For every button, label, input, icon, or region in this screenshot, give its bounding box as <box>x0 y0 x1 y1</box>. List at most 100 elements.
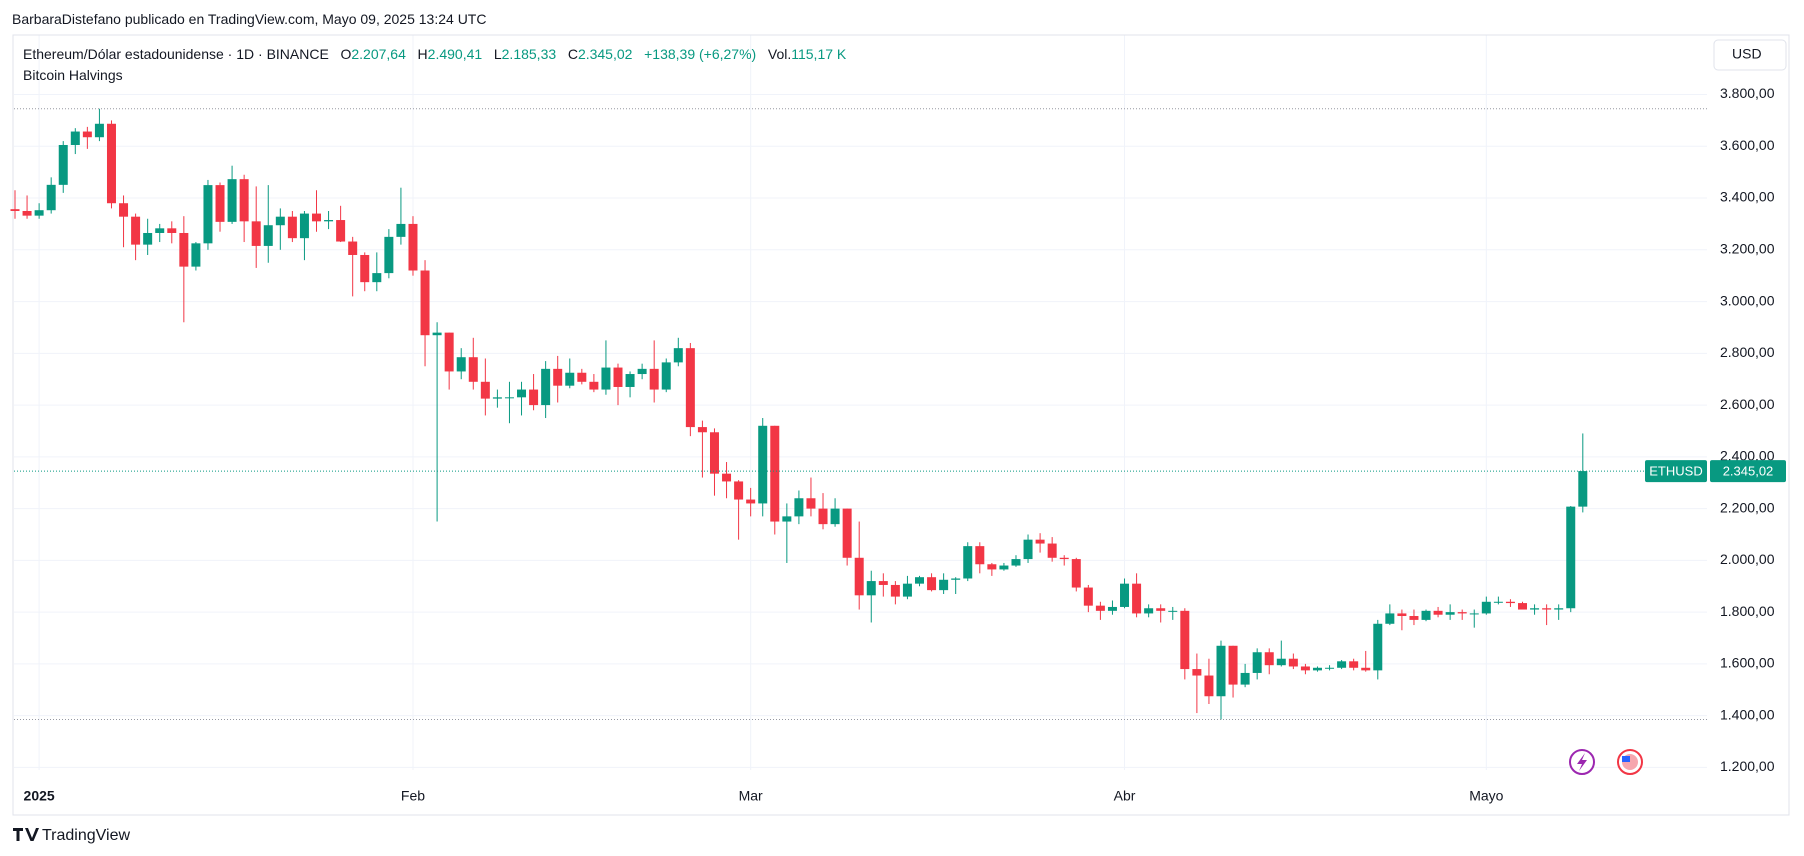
open-label: O <box>340 46 352 62</box>
candle-body <box>1120 583 1130 607</box>
candle-body <box>1156 608 1166 611</box>
candle-body <box>517 389 527 398</box>
candle-body <box>46 184 56 211</box>
candle-body <box>866 581 876 596</box>
candle-body <box>275 216 285 226</box>
candle-body <box>215 185 225 222</box>
candle-body <box>1433 610 1443 615</box>
candle-body <box>890 584 900 597</box>
close-label: C <box>567 46 578 62</box>
candle-body <box>1542 608 1552 610</box>
candle-body <box>336 220 346 242</box>
candle-body <box>842 508 852 558</box>
candle-body <box>1252 652 1262 673</box>
candle-body <box>492 397 502 399</box>
candle-body <box>927 577 937 591</box>
indicator-name: Bitcoin Halvings <box>23 67 123 83</box>
open-value: 2.207,64 <box>351 46 406 62</box>
candle-body <box>1373 623 1383 671</box>
candle-body <box>1216 645 1226 697</box>
candle-body <box>1445 612 1455 615</box>
y-tick-label: 2.800,00 <box>1720 344 1775 360</box>
candle-body <box>179 232 189 267</box>
candle-body <box>1421 610 1431 620</box>
candle-body <box>420 270 430 336</box>
chart-frame <box>12 34 1790 816</box>
candle-body <box>239 179 249 222</box>
candle-body <box>1192 669 1202 676</box>
y-tick-label: 3.800,00 <box>1720 85 1775 101</box>
volume-label: Vol. <box>767 46 792 62</box>
candle-body <box>1059 557 1069 560</box>
candle-body <box>1300 666 1310 671</box>
volume-value: 115,17 K <box>791 46 847 62</box>
candle-body <box>649 368 659 390</box>
candle-body <box>1011 559 1021 566</box>
candle-body <box>1095 605 1105 611</box>
y-tick-label: 3.000,00 <box>1720 292 1775 308</box>
low-label: L <box>493 46 502 62</box>
candle-body <box>637 368 647 375</box>
candle-body <box>1457 612 1467 614</box>
candle-body <box>709 432 719 474</box>
candle-body <box>70 131 80 145</box>
candle-body <box>360 254 370 283</box>
candle-body <box>251 221 261 246</box>
candle-body <box>951 578 961 580</box>
x-tick-label: Feb <box>401 788 425 804</box>
candle-body <box>541 368 551 406</box>
economic-event-icon[interactable] <box>1617 749 1643 775</box>
candle-body <box>553 368 563 386</box>
candle-body <box>1409 616 1419 620</box>
candle-body <box>1566 506 1576 609</box>
candle-body <box>758 425 768 504</box>
candle-body <box>963 546 973 579</box>
candle-body <box>10 209 20 211</box>
currency-button[interactable] <box>1713 39 1787 71</box>
candle-body <box>1518 603 1527 610</box>
candle-body <box>577 372 587 382</box>
candle-body <box>34 210 44 216</box>
candle-body <box>1132 583 1142 614</box>
candle-body <box>22 210 32 216</box>
y-tick-label: 1.400,00 <box>1720 706 1775 722</box>
y-tick-label: 2.000,00 <box>1720 551 1775 567</box>
symbol-tag-label: ETHUSD <box>1649 464 1702 479</box>
candle-body <box>1180 610 1190 670</box>
attribution: BarbaraDistefano publicado en TradingVie… <box>12 11 487 27</box>
candle-body <box>1276 658 1286 666</box>
candle-body <box>58 144 68 185</box>
candle-body <box>312 213 321 222</box>
candle-body <box>480 381 490 399</box>
candle-body <box>1505 601 1515 604</box>
candle-body <box>227 179 237 222</box>
candle-body <box>287 216 297 239</box>
candle-body <box>1204 675 1214 697</box>
close-value: 2.345,02 <box>577 46 633 62</box>
candle-body <box>1530 608 1540 610</box>
candle-body <box>854 557 864 596</box>
y-tick-label: 3.200,00 <box>1720 241 1775 257</box>
halving-icon[interactable] <box>1569 749 1595 775</box>
x-tick-label: Mar <box>739 788 763 804</box>
candle-body <box>468 357 478 382</box>
currency: USD <box>1732 46 1762 62</box>
footer-brand: TradingView <box>42 827 130 844</box>
symbol-title: Ethereum/Dólar estadounidense · 1D · BIN… <box>23 46 329 62</box>
candle-body <box>1361 667 1371 671</box>
grid <box>14 35 1707 770</box>
candle-body <box>1107 606 1117 611</box>
candle-body <box>1288 658 1298 667</box>
candle-body <box>975 546 985 565</box>
candle-body <box>1385 613 1395 624</box>
candle-body <box>1578 471 1588 507</box>
candle-body <box>384 236 394 274</box>
low-value: 2.185,33 <box>501 46 557 62</box>
candle-body <box>1469 613 1479 615</box>
candle-body <box>878 581 888 585</box>
candle-body <box>673 348 683 363</box>
candle-body <box>1035 539 1045 544</box>
candle-body <box>661 362 671 390</box>
candle-body <box>456 357 466 372</box>
